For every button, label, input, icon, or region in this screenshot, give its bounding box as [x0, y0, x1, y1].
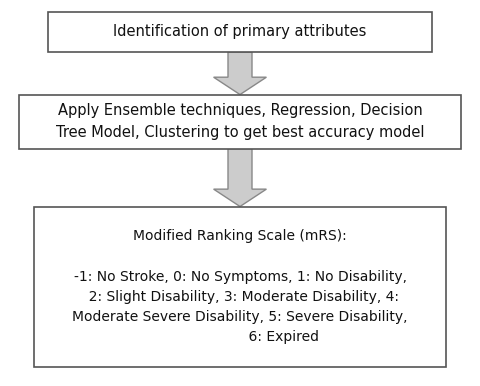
FancyBboxPatch shape [48, 12, 432, 52]
FancyBboxPatch shape [34, 207, 446, 367]
Polygon shape [214, 52, 266, 95]
FancyBboxPatch shape [19, 95, 461, 149]
Text: Modified Ranking Scale (mRS):

-1: No Stroke, 0: No Symptoms, 1: No Disability,
: Modified Ranking Scale (mRS): -1: No Str… [72, 230, 408, 344]
Text: Identification of primary attributes: Identification of primary attributes [113, 24, 367, 39]
Polygon shape [214, 149, 266, 207]
Text: Apply Ensemble techniques, Regression, Decision
Tree Model, Clustering to get be: Apply Ensemble techniques, Regression, D… [56, 103, 424, 140]
